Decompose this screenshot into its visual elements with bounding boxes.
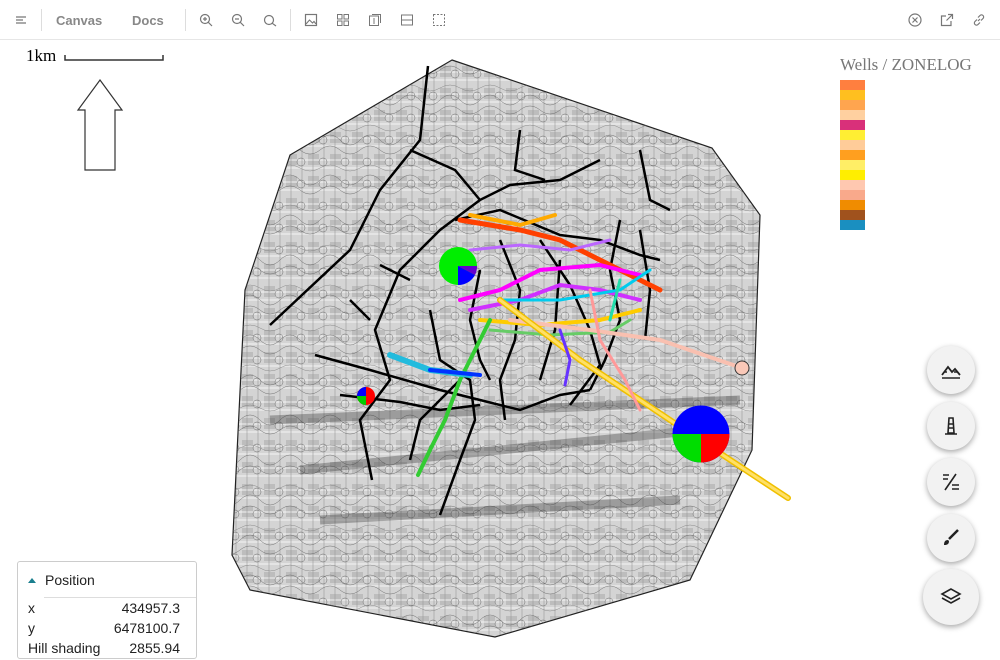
- legend-swatch: [840, 160, 865, 170]
- well-marker: [734, 360, 750, 376]
- toolbar-divider: [185, 9, 186, 31]
- position-panel: Position x 434957.3 y 6478100.7 Hill sha…: [17, 561, 197, 659]
- canvas-tab[interactable]: Canvas: [56, 13, 103, 28]
- layers-icon: [940, 588, 962, 604]
- map-canvas[interactable]: [0, 40, 1000, 660]
- zoom-in-icon[interactable]: [196, 10, 216, 30]
- layout-icon[interactable]: [365, 10, 385, 30]
- layers-button[interactable]: [923, 569, 979, 625]
- position-key: y: [28, 620, 35, 636]
- drawing-button[interactable]: [927, 514, 975, 562]
- legend-swatch: [840, 190, 865, 200]
- legend-swatch: [840, 140, 865, 150]
- position-panel-title: Position: [45, 572, 95, 588]
- legend-swatch: [840, 200, 865, 210]
- north-arrow-icon: [76, 78, 124, 171]
- faults-button[interactable]: [927, 458, 975, 506]
- zone-pie-large: [672, 405, 730, 463]
- position-panel-toggle[interactable]: Position: [28, 572, 95, 588]
- docs-tab[interactable]: Docs: [132, 13, 164, 28]
- brush-icon: [944, 529, 959, 545]
- legend-swatch: [840, 120, 865, 130]
- close-icon[interactable]: [905, 10, 925, 30]
- scale-bar: [64, 55, 164, 61]
- position-value: 434957.3: [121, 600, 180, 616]
- link-icon[interactable]: [969, 10, 989, 30]
- legend-swatch: [840, 100, 865, 110]
- legend-swatch: [840, 90, 865, 100]
- terrain-button[interactable]: [927, 346, 975, 394]
- collapse-triangle-icon: [28, 577, 36, 583]
- fault-lines: [269, 65, 671, 516]
- position-divider: [44, 597, 196, 598]
- fault-icon: [943, 473, 959, 491]
- position-key: x: [28, 600, 35, 616]
- reset-icon[interactable]: [260, 10, 280, 30]
- legend-swatch: [840, 150, 865, 160]
- well-paths: [387, 213, 791, 501]
- legend-swatch: [840, 130, 865, 140]
- wells-button[interactable]: [927, 402, 975, 450]
- terrain-icon: [941, 365, 961, 379]
- zone-pie-medium: [439, 247, 478, 286]
- toolbar-divider: [290, 9, 291, 31]
- zone-pie-small: [357, 387, 375, 405]
- legend-title: Wells / ZONELOG: [840, 55, 972, 74]
- legend-swatch: [840, 80, 865, 90]
- image-icon[interactable]: [301, 10, 321, 30]
- position-value: 6478100.7: [113, 620, 180, 636]
- legend-swatch: [840, 180, 865, 190]
- legend-swatch: [840, 170, 865, 180]
- legend-swatch: [840, 110, 865, 120]
- position-key: Hill shading: [28, 640, 101, 656]
- zoom-out-icon[interactable]: [228, 10, 248, 30]
- legend-swatch: [840, 210, 865, 220]
- legend-swatches: [840, 80, 865, 230]
- terrain-hillshade: [231, 59, 761, 638]
- toolbar-divider: [41, 9, 42, 31]
- position-value: 2855.94: [129, 640, 180, 656]
- legend-swatch: [840, 220, 865, 230]
- toolbar: Canvas Docs: [0, 0, 1000, 40]
- menu-icon[interactable]: [11, 10, 31, 30]
- scale-label: 1km: [26, 46, 57, 65]
- well-icon: [945, 417, 957, 435]
- split-icon[interactable]: [397, 10, 417, 30]
- grid-icon[interactable]: [333, 10, 353, 30]
- select-icon[interactable]: [429, 10, 449, 30]
- external-link-icon[interactable]: [937, 10, 957, 30]
